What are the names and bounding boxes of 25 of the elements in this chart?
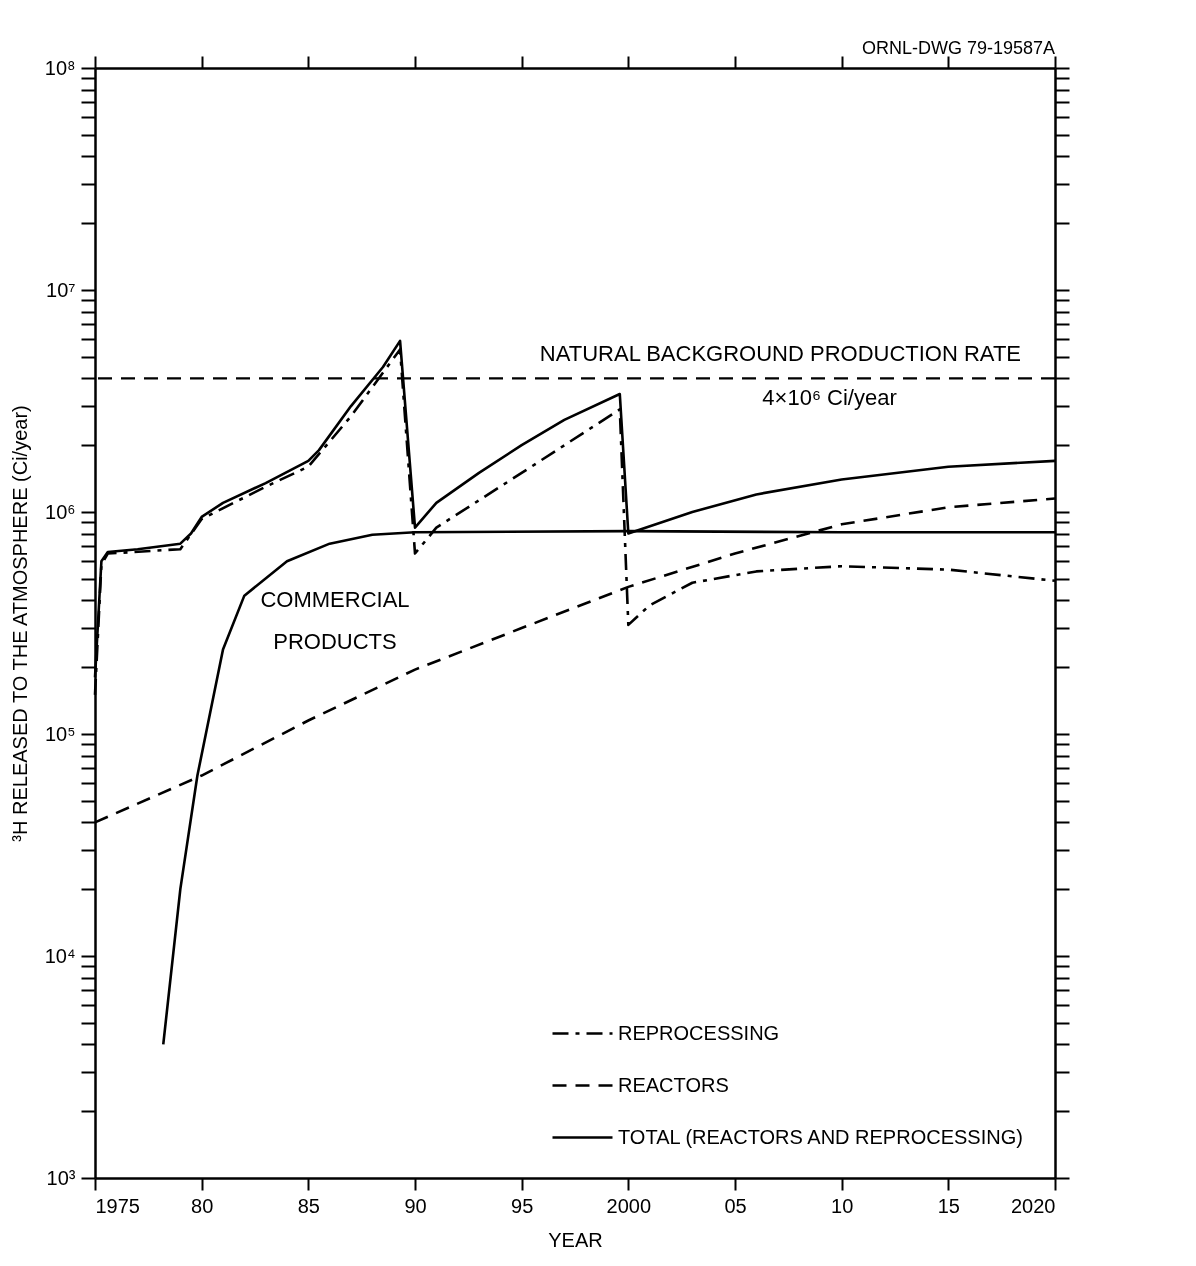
ref-line-label: NATURAL BACKGROUND PRODUCTION RATE — [539, 341, 1021, 367]
x-tick-label: 1975 — [95, 1194, 140, 1217]
x-tick-label: 2000 — [606, 1194, 652, 1217]
x-tick-label: 95 — [511, 1194, 534, 1217]
x-axis-title: YEAR — [548, 1228, 603, 1251]
text: ORNL-DWG 79-19587A — [861, 38, 1055, 58]
annotation: 4×10⁶ Ci/year — [762, 385, 897, 411]
y-tick-label: 10⁸ — [44, 56, 76, 79]
y-axis-title: ³H RELEASED TO THE ATMOSPHERE (Ci/year) — [8, 405, 31, 842]
x-tick-label: 2020 — [1011, 1194, 1056, 1217]
annotation: COMMERCIAL PRODUCTS — [260, 586, 410, 654]
y-tick-label: 10⁴ — [44, 944, 76, 967]
x-tick-label: 80 — [191, 1194, 214, 1217]
legend-label: REACTORS — [618, 1073, 729, 1096]
legend-label: TOTAL (REACTORS AND REPROCESSING) — [618, 1125, 1023, 1148]
y-tick-label: 10⁵ — [44, 722, 76, 745]
x-tick-label: 85 — [297, 1194, 320, 1217]
x-tick-label: 05 — [724, 1194, 747, 1217]
x-tick-label: 90 — [404, 1194, 427, 1217]
y-tick-label: 10³ — [46, 1166, 76, 1189]
y-tick-label: 10⁶ — [45, 500, 76, 523]
x-tick-label: 10 — [831, 1194, 854, 1217]
y-tick-label: 10⁷ — [46, 278, 76, 301]
legend-label: REPROCESSING — [618, 1021, 780, 1044]
x-tick-label: 15 — [937, 1194, 960, 1217]
